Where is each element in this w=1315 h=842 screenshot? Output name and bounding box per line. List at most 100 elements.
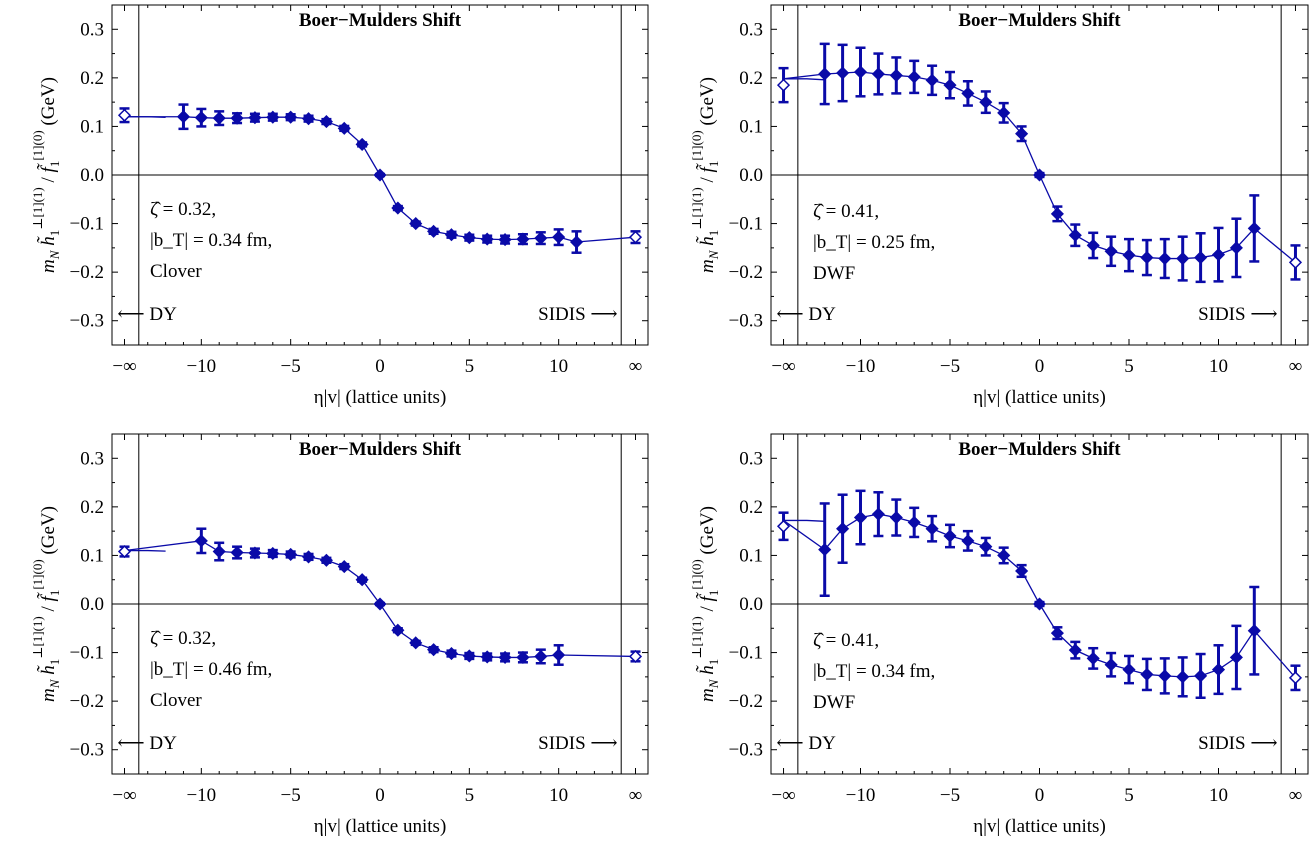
data-point [355,137,369,151]
data-point [836,66,850,80]
asymptotic-point [776,519,791,533]
annotation-line: |b_T| = 0.34 fm, [813,661,935,682]
data-point [301,112,316,126]
y-tick-label: −0.1 [729,214,763,235]
x-tick-label: 5 [465,356,475,377]
x-tick-label: −10 [186,356,216,377]
data-point [1050,626,1064,640]
data-point [444,646,459,661]
data-point [194,534,208,548]
data-point [480,650,494,664]
x-tick-label: ∞ [629,356,643,377]
y-tick-label: 0.2 [80,68,104,89]
annotation-line: |b_T| = 0.25 fm, [813,232,935,253]
x-tick-label: 0 [1035,785,1045,806]
data-point [552,648,566,662]
data-point [212,544,226,559]
panel-title: Boer−Mulders Shift [958,10,1121,31]
data-point [462,231,476,245]
data-point [889,68,903,82]
dy-arrow-label: ⟵ DY [776,733,836,754]
panel-title: Boer−Mulders Shift [299,10,462,31]
y-tick-label: 0.3 [80,448,104,469]
x-axis-label: η|v| (lattice units) [314,387,447,408]
y-tick-label: −0.2 [729,262,763,283]
data-point [373,597,387,611]
data-point [1247,221,1261,235]
data-point [836,522,850,536]
data-point [462,649,476,663]
data-point [1015,127,1029,141]
y-tick-label: −0.1 [70,643,104,664]
annotation-line: ζ̂ = 0.32, [150,628,216,649]
x-tick-label: 0 [375,785,385,806]
data-point [961,534,975,548]
y-tick-label: 0.2 [739,497,763,518]
data-point [337,121,351,135]
data-point [427,643,441,657]
x-tick-label: 5 [1124,785,1134,806]
data-point [409,636,423,650]
data-point [997,548,1011,562]
panel-2: −0.3 −0.2 −0.1 0.0 0.1 0.2 0.3 −∞ −10 −5 0 5 10 ∞ Boer… [689,4,1309,408]
data-point [1015,564,1029,578]
panel-1: −0.3 −0.2 −0.1 0.0 0.1 0.2 0.3 −∞ −10 −5 0 5 10 ∞ Boer… [30,4,649,408]
annotation-line: Clover [150,690,202,711]
y-tick-label: 0.1 [739,545,763,566]
data-point [1140,667,1154,681]
data-point [853,65,868,79]
data-point [1068,643,1082,657]
sidis-arrow-label: SIDIS ⟶ [538,733,618,754]
data-point [907,70,921,84]
y-tick-label: −0.2 [70,262,104,283]
x-tick-label: 5 [1124,356,1134,377]
y-tick-label: 0.3 [739,19,763,40]
x-tick-label: ∞ [629,785,643,806]
data-point [230,111,244,125]
data-point [943,529,957,543]
data-point [1104,658,1118,672]
annotation-line: DWF [813,263,855,284]
data-point [1176,670,1190,684]
y-tick-label: −0.3 [729,311,763,332]
sidis-arrow-label: SIDIS ⟶ [1198,733,1278,754]
y-tick-label: −0.1 [70,214,104,235]
data-point [248,546,262,560]
annotation-line: ζ̂ = 0.41, [813,630,879,651]
x-tick-label: −5 [281,356,301,377]
y-tick-label: 0.0 [80,165,104,186]
x-tick-label: 10 [1209,785,1228,806]
y-tick-label: 0.1 [80,116,104,137]
x-tick-label: 10 [549,785,568,806]
data-point [1194,669,1208,683]
asymptotic-point [776,78,791,92]
x-tick-label: 10 [549,356,568,377]
y-axis-label: mN h̃1⊥[1](1) / f̃1[1](0) (GeV) [689,77,721,273]
y-tick-label: 0.1 [739,116,763,137]
data-point [230,545,244,560]
y-tick-label: 0.3 [80,19,104,40]
sidis-arrow-label: SIDIS ⟶ [1198,304,1278,325]
x-axis-label: η|v| (lattice units) [973,816,1106,837]
annotation-line: ζ̂ = 0.41, [813,201,879,222]
data-point [194,111,208,125]
data-point [1050,207,1064,221]
x-tick-label: 0 [375,356,385,377]
data-point [1086,651,1100,665]
data-point [925,73,939,87]
data-point [516,650,530,664]
data-point [355,573,369,587]
y-axis-label: mN h̃1⊥[1](1) / f̃1[1](0) (GeV) [689,506,721,702]
dy-arrow-label: ⟵ DY [117,733,177,754]
data-point [853,510,868,525]
data-point [498,650,512,664]
data-point [925,522,939,536]
x-axis-label: η|v| (lattice units) [314,816,447,837]
data-point [284,547,298,562]
y-tick-label: −0.3 [70,311,104,332]
x-tick-label: 5 [465,785,475,806]
x-tick-label: −10 [186,785,216,806]
y-tick-label: 0.3 [739,448,763,469]
data-point [943,78,957,92]
